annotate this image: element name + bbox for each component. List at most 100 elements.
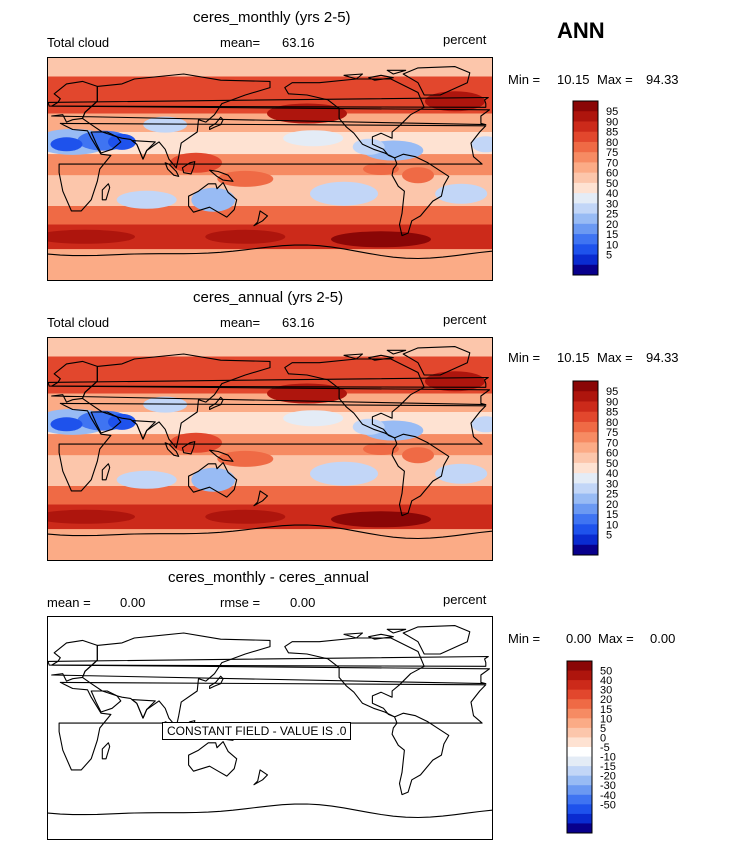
coastline-arabia [90, 131, 122, 154]
coastline-uk [48, 96, 489, 108]
coastline-antarctica [48, 803, 492, 819]
colorbar-label: 5 [606, 250, 612, 262]
colorbar-label: -15 [600, 761, 616, 773]
coastline-uk [48, 655, 489, 667]
panel1-title: ceres_monthly (yrs 2-5) [193, 9, 351, 26]
panel1-max-value: 94.33 [646, 72, 679, 87]
colorbar-swatch [573, 421, 598, 433]
colorbar-swatch [573, 234, 598, 245]
colorbar-swatch [567, 737, 592, 748]
colorbar-swatch [567, 747, 592, 757]
coastline-samerica [391, 153, 450, 237]
coastline-arctic-island [343, 353, 364, 360]
coastline-madagascar [101, 183, 111, 201]
coastline-india_sub [131, 699, 156, 719]
colorbar-label: 30 [600, 685, 612, 697]
colorbar-swatch [567, 689, 592, 700]
field-satlantic-clear [435, 463, 488, 484]
coastline-japan [209, 116, 224, 131]
panel1-map [47, 57, 493, 281]
coastline-arctic-island [368, 633, 394, 640]
colorbar-swatch [567, 670, 592, 681]
panel2-colorbar: 95 90 85 80 75 70 60 50 40 30 25 20 15 10 5 [572, 380, 652, 556]
field-band-polar [48, 338, 492, 357]
panel2-mean-label: mean= [220, 315, 261, 330]
field-sahara-core [50, 417, 83, 432]
coastlines [48, 625, 492, 819]
colorbar-swatch [573, 462, 598, 474]
colorbar-label: 60 [606, 448, 618, 460]
field-southern-ocean-peak [331, 511, 431, 528]
field-sepacific-clear [310, 461, 378, 486]
colorbar-swatch [573, 544, 598, 556]
colorbar-swatch [567, 804, 592, 815]
coastline-namerica [284, 637, 425, 718]
panel2-title: ceres_annual (yrs 2-5) [193, 289, 344, 306]
coastline-india_sub [131, 420, 156, 440]
colorbar-label: 0 [600, 732, 606, 744]
coastline-namerica [284, 358, 425, 439]
field-band-antarctic [48, 529, 492, 560]
field-epacific-cloud [363, 163, 399, 175]
coastline-africa [58, 402, 487, 492]
colorbar-swatch [573, 131, 598, 143]
panel1-mean-label: mean= [220, 35, 261, 50]
colorbar-swatch [567, 785, 592, 796]
field-amazon-cloud [402, 447, 434, 464]
panel3-rmse-value: 0.00 [290, 595, 316, 610]
coastline-borneo [181, 441, 196, 455]
field-southern-ocean-peak2 [48, 509, 135, 524]
colorbar-frame [572, 380, 599, 556]
coastline-africa [58, 681, 487, 771]
colorbar-label: -30 [600, 780, 616, 792]
colorbar-swatch [573, 203, 598, 214]
field-tibet-clear [143, 396, 188, 413]
colorbar-swatch [573, 264, 598, 276]
colorbar-swatch [573, 391, 598, 402]
coastline-africa [58, 122, 487, 212]
field-band-south-midlat [48, 206, 492, 225]
field-australia-clear [191, 467, 236, 492]
colorbar-swatch [573, 483, 598, 494]
field-amazon-cloud [402, 167, 434, 184]
panel1-max-label: Max = [597, 72, 633, 87]
panel1-min-value: 10.15 [557, 72, 590, 87]
coastline-arctic-island [343, 73, 364, 80]
panel2-min-value: 10.15 [557, 350, 590, 365]
colorbar-label: 15 [600, 704, 612, 716]
colorbar-swatch [573, 432, 598, 443]
field-spcz [217, 170, 274, 187]
season-label: ANN [557, 18, 605, 43]
field-tibet-clear [143, 116, 188, 133]
panel2-max-label: Max = [597, 350, 633, 365]
colorbar-swatch [567, 718, 592, 729]
field-australia-clear [191, 187, 236, 212]
colorbar-swatch [567, 766, 592, 777]
field-southern-ocean-peak3 [205, 229, 286, 244]
panel1-min-label: Min = [508, 72, 541, 87]
field-npacific-clear [283, 130, 344, 147]
colorbar-swatch [573, 452, 598, 464]
colorbar-swatch [573, 244, 598, 255]
panel3-rmse-label: rmse = [220, 595, 261, 610]
coastline-australia [188, 741, 238, 777]
panel1-variable-label: Total cloud [47, 35, 110, 50]
colorbar-swatch [573, 493, 598, 505]
colorbar-swatch [573, 534, 598, 546]
coastline-greenland [402, 346, 471, 376]
coastline-australia [188, 182, 238, 218]
colorbar-label: 30 [606, 478, 618, 490]
panel2-min-label: Min = [508, 350, 541, 365]
field-southern-ocean-peak2 [48, 229, 135, 244]
colorbar-swatch [573, 223, 598, 235]
panel2-max-value: 94.33 [646, 350, 679, 365]
field-band-antarctic [48, 249, 492, 280]
panel2-map [47, 337, 493, 561]
colorbar-label: 60 [606, 168, 618, 180]
colorbar-label: 85 [606, 407, 618, 419]
coastline-antarctica [48, 524, 492, 540]
colorbar-label: 25 [606, 209, 618, 221]
panel3-max-value: 0.00 [650, 631, 676, 646]
coastline-antarctica [48, 244, 492, 260]
